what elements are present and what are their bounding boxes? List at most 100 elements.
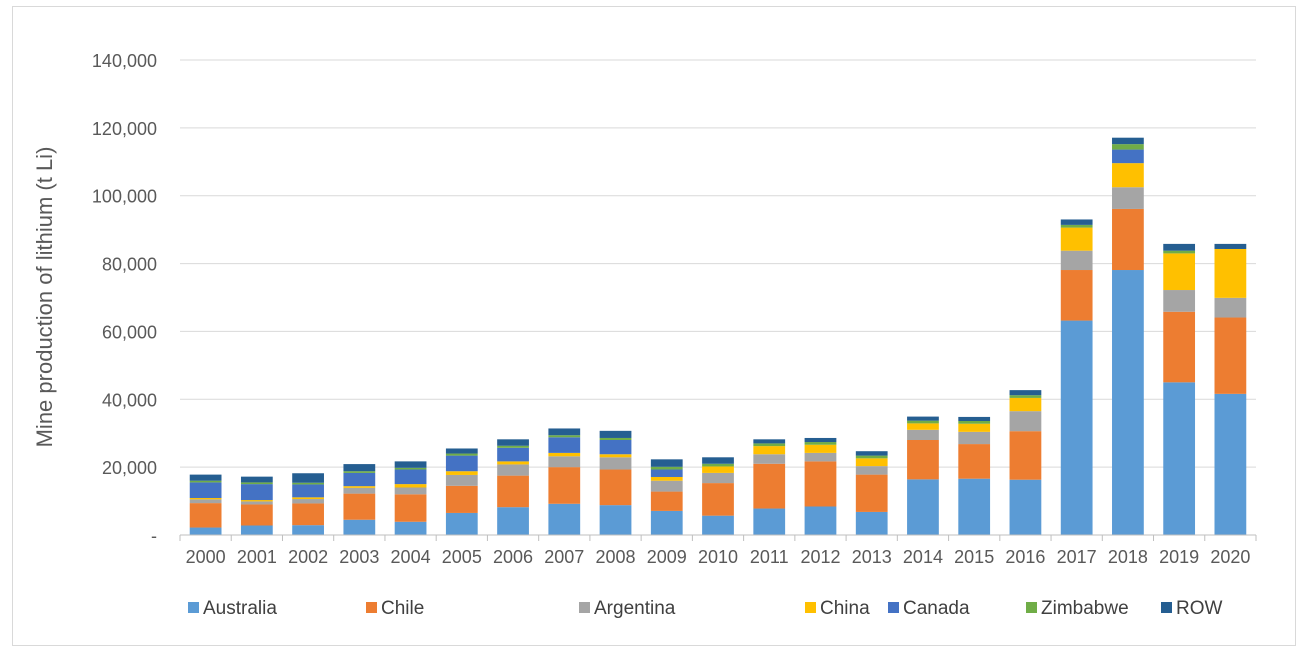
bar-segment-china [548,452,581,457]
bar-segment-canada [240,484,273,501]
legend-swatch [366,602,377,613]
bar-segment-china [343,486,376,488]
legend-swatch [1161,602,1172,613]
bar-segment-argentina [292,499,324,504]
x-tick-label: 2015 [954,547,994,567]
bar-segment-chile [855,474,888,512]
bar-segment-row [394,461,427,468]
bar-stack [343,464,376,535]
bar-segment-chile [292,503,324,526]
bar-segment-chile [189,503,222,528]
x-tick-label: 2004 [391,547,431,567]
y-tick-label: - [151,526,157,546]
bar-segment-australia [497,507,529,535]
x-tick-label: 2013 [852,547,892,567]
x-axis-ticks: 2000 2001 2002 2003 2004 2005 2006 2007 2008 2009… [179,535,1257,567]
bar-segment-argentina [189,499,222,504]
bar-segment-argentina [855,466,888,475]
bar-segment-canada [189,482,222,499]
bar-segment-zimbabwe [753,443,786,447]
bar-stack [394,461,427,535]
bar-segment-argentina [394,487,427,495]
bar-segment-australia [1214,393,1247,535]
bar-segment-chile [599,469,632,506]
bar-stack [548,428,581,535]
x-tick-label: 2019 [1159,547,1199,567]
legend-label: Chile [381,598,424,619]
bar-segment-row [1112,137,1144,145]
bar-segment-chile [548,467,581,504]
y-tick-label: 40,000 [102,390,157,410]
x-tick-label: 2001 [237,547,277,567]
bar-segment-row [599,430,632,438]
legend: Australia Chile Argentina China Canada Zimbab… [188,598,1223,619]
bar-segment-zimbabwe [497,445,529,448]
bar-segment-row [1163,243,1196,251]
bar-segment-australia [1060,320,1093,535]
bar-segment-argentina [497,464,529,476]
bar-segment-argentina [907,429,939,440]
x-tick-label: 2009 [647,547,687,567]
bar-segment-australia [1112,270,1144,535]
bar-segment-row [855,451,888,456]
legend-label: Argentina [594,598,676,619]
bar-segment-argentina [753,454,786,464]
bar-segment-zimbabwe [907,420,939,424]
bar-stack [804,437,837,535]
bar-segment-zimbabwe [1112,144,1144,150]
bar-segment-china [958,423,991,432]
bar-segment-australia [292,525,324,535]
x-tick-label: 2007 [544,547,584,567]
bar-segment-row [650,459,683,467]
legend-swatch [805,602,816,613]
x-tick-label: 2003 [339,547,379,567]
bar-segment-chile [497,475,529,508]
bar-segment-row [548,428,581,436]
y-tick-label: 100,000 [92,187,157,207]
bar-segment-china [702,466,734,473]
x-tick-label: 2020 [1210,547,1250,567]
y-tick-label: 20,000 [102,458,157,478]
legend-label: ROW [1176,598,1223,619]
bar-stack [650,459,683,535]
bar-segment-australia [548,503,581,535]
bar-stack [1214,243,1247,535]
x-tick-label: 2008 [596,547,636,567]
bar-segment-australia [394,521,427,535]
bar-segment-argentina [445,474,478,486]
bar-segment-argentina [958,431,991,445]
bar-stack [1112,137,1144,535]
legend-label: Zimbabwe [1041,598,1129,619]
bar-segment-canada [599,440,632,455]
bar-segment-row [753,439,786,444]
bar-segment-zimbabwe [599,437,632,440]
bar-segment-argentina [1060,250,1093,271]
bar-segment-row [292,473,324,483]
bar-segment-chile [804,461,837,507]
bar-segment-argentina [1214,297,1247,318]
bar-stack [958,416,991,535]
bar-segment-row [702,457,734,464]
bar-segment-china [292,497,324,500]
bar-stack [599,430,632,535]
bar-segment-row [343,464,376,472]
x-tick-label: 2010 [698,547,738,567]
y-tick-label: 60,000 [102,322,157,342]
bar-segment-china [1112,163,1144,188]
bar-segment-canada [548,437,581,453]
legend-item-zimbabwe: Zimbabwe [1026,598,1129,619]
bar-segment-chile [753,463,786,509]
x-tick-label: 2018 [1108,547,1148,567]
bar-segment-chile [907,440,939,480]
x-tick-label: 2006 [493,547,533,567]
bar-segment-chile [650,491,683,511]
bar-segment-chile [1060,270,1093,321]
gridlines [180,59,1256,468]
bar-segment-zimbabwe [958,421,991,424]
bar-segment-row [189,474,222,481]
bar-segment-australia [343,519,376,535]
bar-segment-zimbabwe [702,463,734,467]
bar-segment-australia [753,508,786,535]
bar-segment-zimbabwe [343,471,376,473]
